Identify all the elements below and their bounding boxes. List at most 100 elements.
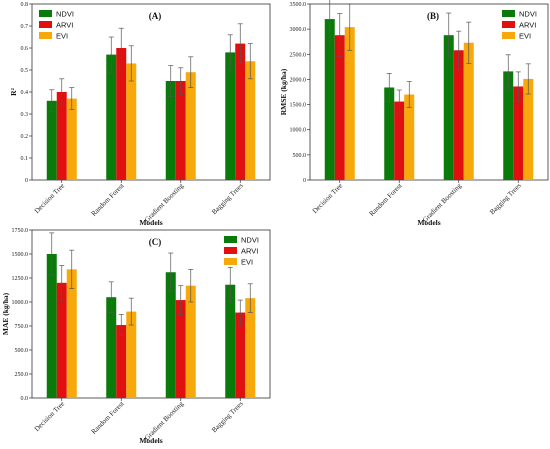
x-tick-label: Random Forest <box>90 400 126 436</box>
bar-arvi <box>56 282 67 398</box>
legend-label: EVI <box>56 32 68 41</box>
legend-label: EVI <box>241 258 253 267</box>
legend-label: ARVI <box>56 21 73 30</box>
bar-ndvi <box>46 254 57 398</box>
y-tick-label: 0 <box>25 178 28 184</box>
legend-swatch-evi <box>502 32 515 39</box>
x-axis-label: Models <box>417 218 440 227</box>
x-axis-label: Models <box>139 436 162 445</box>
bar-ndvi <box>225 284 236 398</box>
bar-arvi <box>334 35 345 181</box>
y-tick-label: 1750.0 <box>12 228 29 234</box>
y-tick-label: 250.0 <box>15 372 29 378</box>
bar-evi <box>463 42 474 180</box>
x-tick-label: Bagging Trees <box>488 182 523 217</box>
bar-ndvi <box>106 297 117 398</box>
legend-swatch-ndvi <box>502 10 515 17</box>
bar-arvi <box>235 43 246 180</box>
x-tick-label: Decision Tree <box>311 182 344 215</box>
bar-ndvi <box>165 272 176 398</box>
x-tick-label: Bagging Trees <box>210 400 245 435</box>
legend-swatch-arvi <box>224 247 237 254</box>
legend-swatch-ndvi <box>224 236 237 243</box>
legend-label: EVI <box>519 32 531 41</box>
panel-label: (B) <box>427 11 439 21</box>
y-tick-label: 0.7 <box>21 24 29 30</box>
bar-ndvi <box>165 81 176 180</box>
bar-arvi <box>175 300 186 398</box>
bar-ndvi <box>443 35 454 181</box>
y-tick-label: 0.2 <box>21 134 29 140</box>
bar-arvi <box>116 48 127 180</box>
x-tick-label: Bagging Trees <box>210 182 245 217</box>
y-tick-label: 2500.0 <box>290 52 307 58</box>
y-tick-label: 1000.0 <box>290 128 307 134</box>
bar-arvi <box>56 92 67 180</box>
y-tick-label: 0.6 <box>21 46 29 52</box>
bar-arvi <box>453 50 464 181</box>
legend-label: ARVI <box>519 21 536 30</box>
plot-frame <box>309 3 549 181</box>
bar-evi <box>185 72 196 180</box>
legend-swatch-ndvi <box>39 10 52 17</box>
legend-swatch-evi <box>224 258 237 265</box>
x-axis-label: Models <box>139 218 162 227</box>
bar-evi <box>126 311 137 398</box>
y-tick-label: 0.5 <box>21 68 29 74</box>
bar-arvi <box>394 101 405 180</box>
y-tick-label: 0.0 <box>21 396 29 402</box>
y-tick-label: 1000.0 <box>12 300 29 306</box>
bar-arvi <box>235 312 246 398</box>
bar-evi <box>344 27 355 181</box>
y-tick-label: 0.3 <box>21 112 29 118</box>
y-tick-label: 1500.0 <box>290 103 307 109</box>
y-tick-label: 750.0 <box>15 324 29 330</box>
chart-panel-1: 0 0.1 0.2 0.3 0.4 0.5 0.6 0.7 0.8 R² Decision Tree… <box>9 2 271 227</box>
legend-swatch-evi <box>39 32 52 39</box>
bar-arvi <box>116 325 127 398</box>
bar-evi <box>185 285 196 398</box>
y-tick-label: 0.4 <box>21 90 29 96</box>
y-tick-label: 1250.0 <box>12 276 29 282</box>
bar-arvi <box>175 81 186 180</box>
legend-label: NDVI <box>241 236 259 245</box>
y-tick-label: 500.0 <box>15 348 29 354</box>
panel-label: (A) <box>149 11 162 21</box>
y-tick-label: 0.8 <box>21 2 29 8</box>
legend-label: NDVI <box>56 10 74 19</box>
chart-panel-2: 0 500.0 1000.0 1500.0 2000.0 2500.0 3000.0 3500… <box>279 0 549 227</box>
y-tick-label: 3000.0 <box>290 27 307 33</box>
y-axis-label: R² <box>9 87 18 95</box>
bar-ndvi <box>106 54 117 180</box>
x-tick-label: Decision Tree <box>33 182 66 215</box>
bar-ndvi <box>225 52 236 180</box>
bar-evi <box>66 269 77 398</box>
bar-ndvi <box>503 71 514 180</box>
y-tick-label: 0 <box>303 178 306 184</box>
legend-label: ARVI <box>241 247 258 256</box>
bar-evi <box>66 98 77 180</box>
y-tick-label: 1500.0 <box>12 252 29 258</box>
chart-panel-3: 0.0 250.0 500.0 750.0 1000.0 1250.0 1500.0 1750… <box>1 228 271 445</box>
panel-label: (C) <box>149 237 162 247</box>
bar-evi <box>245 298 256 398</box>
bar-ndvi <box>384 87 395 180</box>
bar-arvi <box>513 86 524 180</box>
bar-ndvi <box>46 100 57 180</box>
legend-swatch-arvi <box>39 21 52 28</box>
bar-evi <box>126 63 137 180</box>
x-tick-label: Random Forest <box>90 182 126 218</box>
bar-evi <box>245 61 256 181</box>
bar-evi <box>523 78 534 180</box>
y-tick-label: 0.1 <box>21 156 29 162</box>
x-tick-label: Decision Tree <box>33 400 66 433</box>
y-axis-label: MAE (kg/ha) <box>1 292 10 335</box>
legend-label: NDVI <box>519 10 537 19</box>
y-tick-label: 500.0 <box>293 153 307 159</box>
x-tick-label: Random Forest <box>368 182 404 218</box>
plot-frame <box>31 229 271 399</box>
bar-evi <box>404 94 415 180</box>
y-tick-label: 2000.0 <box>290 77 307 83</box>
bar-ndvi <box>324 19 335 181</box>
